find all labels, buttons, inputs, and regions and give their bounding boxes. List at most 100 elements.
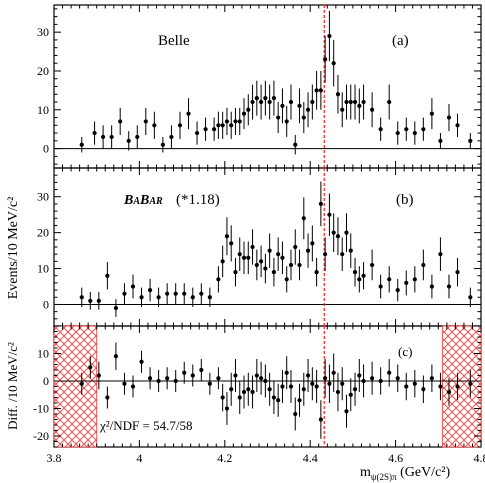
data-point <box>361 99 366 105</box>
data-point <box>165 376 170 381</box>
data-point <box>348 99 353 105</box>
data-point <box>250 99 255 105</box>
data-point <box>237 119 242 124</box>
data-point <box>216 277 221 282</box>
data-point <box>79 295 84 300</box>
y-tick-label: 30 <box>37 25 49 39</box>
data-point <box>284 277 289 282</box>
panel-a-title: Belle <box>158 33 190 49</box>
data-point <box>438 252 443 257</box>
data-point <box>340 107 345 112</box>
data-point <box>233 119 238 124</box>
data-point <box>258 376 264 381</box>
data-point <box>344 99 349 105</box>
data-point <box>378 378 383 384</box>
data-point <box>122 291 127 296</box>
data-point <box>147 376 153 381</box>
data-point <box>267 387 272 392</box>
data-point <box>387 370 392 375</box>
data-point <box>301 387 306 392</box>
babar-letter: B <box>139 193 149 208</box>
data-point <box>455 270 460 275</box>
data-point <box>344 230 349 235</box>
data-point <box>352 99 358 105</box>
data-point <box>378 284 383 289</box>
data-point <box>258 259 264 264</box>
excluded-region-hatch <box>53 325 98 448</box>
data-point <box>276 398 281 403</box>
data-point <box>207 295 212 300</box>
data-point <box>118 119 123 124</box>
data-point <box>254 96 259 101</box>
data-point <box>370 107 375 112</box>
data-point <box>438 384 443 389</box>
data-point <box>173 291 178 296</box>
data-point <box>135 134 140 140</box>
data-point <box>271 270 277 275</box>
panel-b-title: BABAR <box>123 193 163 208</box>
data-point <box>412 381 417 386</box>
data-point <box>220 259 225 264</box>
data-point <box>246 107 251 112</box>
data-point <box>160 142 165 147</box>
data-point <box>378 127 383 132</box>
data-point <box>241 255 247 260</box>
data-point <box>258 99 264 105</box>
data-point <box>348 248 353 253</box>
data-point <box>421 262 426 268</box>
data-point <box>340 252 345 257</box>
data-point <box>323 376 328 381</box>
data-point <box>288 384 294 389</box>
data-point <box>284 370 289 375</box>
data-point <box>455 123 460 128</box>
data-point <box>370 376 375 381</box>
data-point <box>147 287 153 293</box>
data-point <box>229 387 234 392</box>
data-point <box>263 378 268 384</box>
y-tick-label: 20 <box>37 226 49 240</box>
data-point <box>156 295 161 300</box>
data-point <box>186 111 191 116</box>
data-point <box>305 248 311 253</box>
data-point <box>284 119 289 124</box>
data-point <box>246 387 251 392</box>
data-point <box>288 99 294 105</box>
data-point <box>139 295 144 300</box>
y-tick-label: 20 <box>37 64 49 78</box>
data-point <box>280 384 285 389</box>
data-point <box>370 262 375 268</box>
data-point <box>237 395 242 400</box>
y-tick-label: -20 <box>33 429 49 443</box>
data-point <box>335 234 341 239</box>
data-point <box>88 365 93 370</box>
data-point <box>404 127 409 132</box>
data-point <box>250 244 255 250</box>
data-point <box>224 119 230 124</box>
data-point <box>280 255 285 260</box>
data-point <box>182 291 187 296</box>
data-point <box>310 99 315 105</box>
data-point <box>387 99 392 105</box>
data-point <box>169 134 174 140</box>
data-point <box>194 130 200 136</box>
data-point <box>182 370 187 375</box>
data-point <box>314 384 319 389</box>
y-tick-label: 10 <box>37 262 49 276</box>
data-point <box>190 295 195 300</box>
data-point <box>288 262 294 268</box>
data-point <box>173 378 178 384</box>
panel-a-frame <box>53 4 482 169</box>
data-point <box>357 373 362 378</box>
data-point <box>331 370 336 375</box>
data-point <box>387 277 392 282</box>
data-point <box>323 57 328 62</box>
data-point <box>412 130 417 136</box>
data-point <box>276 115 281 120</box>
babar-letter: AR <box>148 196 163 207</box>
data-point <box>207 381 212 386</box>
data-point <box>305 107 311 112</box>
data-point <box>455 384 460 389</box>
data-point <box>446 115 452 120</box>
data-point <box>79 142 84 147</box>
data-point <box>327 381 332 386</box>
